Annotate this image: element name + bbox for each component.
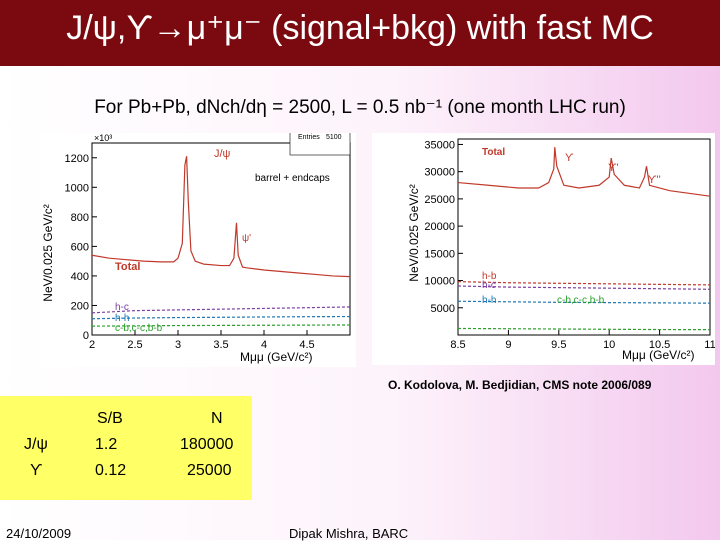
stats-box: [289, 128, 351, 156]
row-upsilon-name: ϒ: [30, 462, 43, 479]
y-tick-label: 1000: [65, 182, 89, 194]
series-line-h-c: [91, 306, 351, 314]
slide-title: J/ψ,ϒ→μ⁺μ⁻ (signal+bkg) with fast MC: [66, 9, 654, 47]
x-tick-label: 10.5: [649, 339, 670, 351]
y-tick-label: 1200: [65, 153, 89, 165]
x-tick-label: 2.5: [127, 339, 142, 351]
slide-subtitle: For Pb+Pb, dNch/dη = 2500, L = 0.5 nb⁻¹ …: [94, 97, 626, 118]
upsilon-1s-label: ϒ: [565, 152, 574, 164]
x-tick-label: 9.5: [551, 339, 566, 351]
y-tick-label: 800: [71, 212, 89, 224]
row-upsilon-n: 25000: [187, 462, 232, 479]
series-line-h-b: [457, 281, 711, 286]
row-jpsi-n: 180000: [180, 436, 234, 453]
y-tick-label: 0: [83, 330, 89, 342]
region-label: barrel + endcaps: [255, 173, 330, 184]
total-series-label: Total: [115, 261, 140, 273]
stats-box-label: Entries: [298, 134, 320, 141]
row-jpsi-name: J/ψ: [24, 436, 48, 453]
hc-series-label: h-c: [115, 302, 129, 313]
psi-prime-label: ψ': [242, 233, 251, 244]
x-axis-label: Mμμ (GeV/c²): [622, 348, 695, 362]
series-line-h-h: [457, 300, 711, 304]
row-upsilon-sb: 0.12: [95, 462, 127, 479]
x-tick-label: 8.5: [450, 339, 465, 351]
upsilon-3s-label: ϒ'': [648, 174, 661, 186]
citation: O. Kodolova, M. Bedjidian, CMS note 2006…: [388, 378, 652, 392]
y-tick-label: 20000: [424, 221, 455, 233]
upsilon-2s-label: ϒ': [608, 162, 619, 174]
jpsi-chart-panel: 2 2.5 3 3.5 4 4.5 0 200 400 600 800 1000 1200 NeV/0.…: [40, 128, 356, 367]
jpsi-mass-chart: 2 2.5 3 3.5 4 4.5 0 200 400 600 800 1000 1200 NeV/0.…: [41, 128, 351, 364]
series-line-total: [91, 156, 351, 278]
plot-frame: [91, 142, 351, 336]
header-n: N: [211, 410, 223, 427]
upsilon-mass-chart: 8.5 9 9.5 10 10.5 11 5000 10000 15000 20000 25000 3…: [407, 138, 716, 362]
jpsi-peak-label: J/ψ: [214, 148, 231, 160]
y-tick-label: 200: [71, 300, 89, 312]
results-table: S/B N J/ψ 1.2 180000 ϒ 0.12 25000: [0, 396, 252, 500]
x-tick-label: 4: [261, 339, 267, 351]
y-tick-label: 400: [71, 271, 89, 283]
series-line-c-b-c-c-b-b: [457, 327, 711, 331]
row-jpsi-sb: 1.2: [95, 436, 118, 453]
series-line-c-b-c-c-b-b: [91, 324, 351, 327]
y-multiplier: ×10³: [94, 133, 112, 143]
y-tick-label: 30000: [424, 167, 455, 179]
x-tick-label: 3: [175, 339, 181, 351]
hb-series-label: h-b: [482, 271, 497, 282]
upsilon-chart-panel: 8.5 9 9.5 10 10.5 11 5000 10000 15000 20000 25000 3…: [372, 133, 716, 365]
hc-series-label: h-c: [482, 280, 496, 291]
heavy-series-label: c-b,c-c,b-b: [115, 323, 163, 334]
footer-date: 24/10/2009: [6, 526, 72, 541]
y-tick-label: 10000: [424, 276, 455, 288]
series-line-h-c: [457, 285, 711, 290]
y-tick-label: 5000: [431, 303, 455, 315]
footer-author: Dipak Mishra, BARC: [289, 526, 409, 541]
y-tick-label: 600: [71, 241, 89, 253]
y-axis-label: NeV/0.025 GeV/c²: [41, 204, 55, 301]
series-line-h-h: [91, 315, 351, 320]
total-series-label: Total: [482, 147, 505, 158]
series-line-total: [457, 147, 711, 197]
x-tick-label: 11: [704, 339, 715, 351]
x-tick-label: 9: [505, 339, 511, 351]
x-tick-label: 3.5: [213, 339, 228, 351]
hh-series-label: h-h: [115, 313, 129, 324]
hh-series-label: h-h: [482, 295, 496, 306]
y-tick-label: 25000: [424, 194, 455, 206]
x-tick-label: 2: [89, 339, 95, 351]
header-sb: S/B: [97, 410, 123, 427]
heavy-series-label: c-b,c-c,b-b: [557, 295, 605, 306]
y-tick-label: 35000: [424, 139, 455, 151]
x-tick-label: 4.5: [299, 339, 314, 351]
stats-box-value: 5100: [326, 134, 342, 141]
y-axis-label: NeV/0.025 GeV/c²: [407, 184, 421, 281]
x-axis-label: Mμμ (GeV/c²): [240, 350, 313, 364]
title-bar: J/ψ,ϒ→μ⁺μ⁻ (signal+bkg) with fast MC: [0, 0, 720, 66]
x-tick-label: 10: [603, 339, 615, 351]
y-tick-label: 15000: [424, 248, 455, 260]
